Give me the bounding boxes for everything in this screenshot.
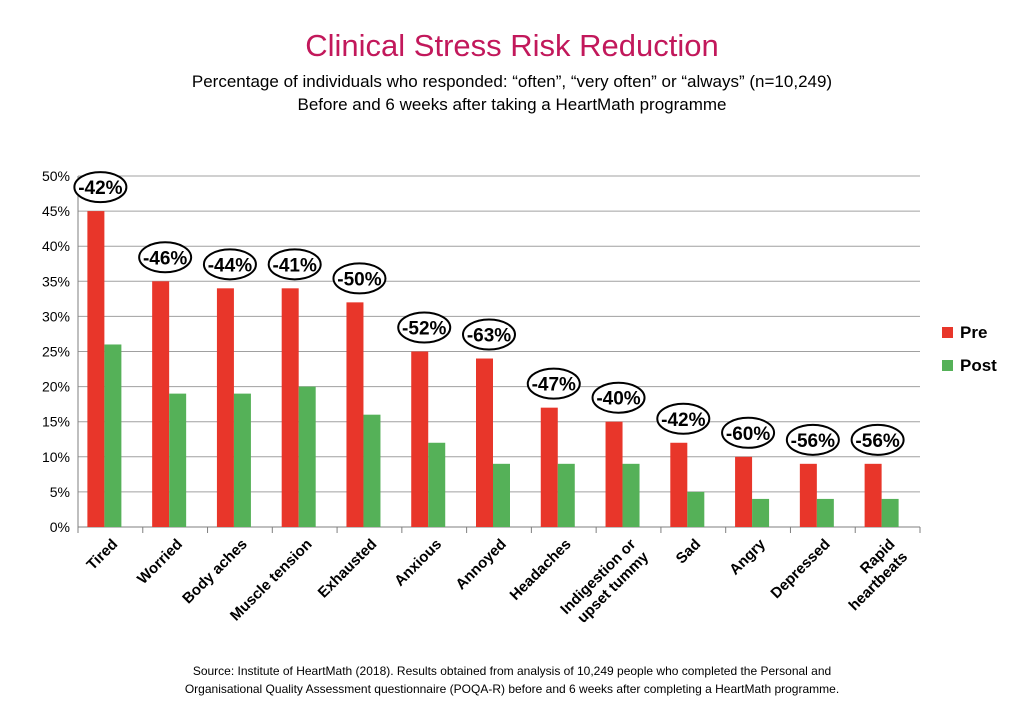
reduction-ellipse (73, 171, 128, 204)
reduction-label: -44% (208, 255, 252, 276)
reduction-ellipse (656, 402, 711, 435)
reduction-label: -63% (467, 326, 511, 347)
bar-post (493, 463, 510, 527)
reduction-label: -56% (855, 431, 899, 452)
reduction-label: -40% (596, 389, 640, 410)
category-label: Annoyed (452, 536, 509, 593)
bar-pre (411, 351, 429, 527)
category-label: Sad (673, 536, 704, 567)
chart-subtitle-line-1: Percentage of individuals who responded:… (191, 72, 833, 91)
bar-pre (281, 288, 299, 527)
reduction-ellipse (462, 318, 516, 351)
category-label-line: Worried (134, 536, 186, 588)
bar-post (104, 344, 122, 527)
category-label: Body aches (179, 536, 251, 608)
reduction-label: -46% (143, 248, 187, 269)
bar-pre (87, 211, 105, 527)
reduction-ellipse (397, 311, 452, 344)
bar-post (816, 498, 834, 527)
bar-pre (540, 407, 558, 527)
bar-post (687, 491, 705, 527)
reduction-ellipse (591, 381, 646, 414)
reduction-ellipse (202, 248, 257, 281)
reduction-label: -42% (661, 410, 705, 431)
category-label-line: Headaches (507, 536, 575, 604)
y-tick-label: 35% (42, 273, 70, 289)
category-label: Exhausted (315, 536, 381, 602)
legend-label-pre: Pre (960, 323, 987, 342)
category-label: Rapidheartbeats (833, 536, 911, 614)
chart-title: Clinical Stress Risk Reduction (305, 28, 719, 63)
category-label: Angry (726, 535, 769, 578)
legend-swatch-post (942, 360, 953, 371)
reduction-label: -60% (726, 424, 770, 445)
category-label: Headaches (507, 536, 575, 604)
bar-pre (605, 421, 623, 527)
y-tick-label: 10% (42, 449, 70, 465)
bar-pre (346, 302, 364, 527)
category-label-line: Exhausted (315, 536, 381, 602)
category-label-line: Sad (673, 536, 704, 567)
bar-pre (735, 456, 753, 527)
reduction-ellipse (332, 262, 387, 295)
source-note-line-2: Organisational Quality Assessment questi… (184, 682, 840, 696)
reduction-label: -41% (273, 255, 317, 276)
chart-subtitle-line-2: Before and 6 weeks after taking a HeartM… (297, 95, 727, 114)
bar-pre (476, 358, 493, 527)
reduction-ellipse (526, 367, 581, 400)
reduction-label: -50% (337, 269, 381, 290)
category-label: Anxious (391, 536, 445, 590)
reduction-ellipse (850, 423, 905, 456)
bar-pre (670, 442, 688, 527)
y-tick-label: 45% (42, 203, 70, 219)
bar-post (428, 442, 446, 527)
bar-post (881, 498, 899, 527)
bar-pre (799, 463, 817, 527)
category-label-line: Anxious (391, 536, 445, 590)
y-tick-label: 30% (42, 308, 70, 324)
legend-label-post: Post (960, 356, 997, 375)
y-tick-label: 0% (50, 519, 70, 535)
category-label-line: Annoyed (452, 536, 509, 593)
category-label-line: Body aches (179, 536, 251, 608)
category-label-line: Tired (83, 536, 121, 574)
y-tick-label: 25% (42, 344, 70, 360)
bar-post (752, 498, 770, 527)
reduction-ellipse (785, 423, 840, 456)
bar-post (169, 393, 187, 527)
category-label: Depressed (767, 536, 833, 602)
bar-pre (216, 288, 234, 527)
bar-post (298, 386, 316, 527)
category-label-line: Angry (726, 535, 769, 578)
category-label: Worried (134, 536, 186, 588)
reduction-ellipse (267, 248, 322, 281)
reduction-label: -47% (532, 375, 576, 396)
y-tick-label: 50% (42, 168, 70, 184)
legend-swatch-pre (942, 327, 953, 338)
y-tick-label: 15% (42, 414, 70, 430)
y-tick-label: 5% (50, 484, 70, 500)
bar-pre (864, 463, 882, 527)
source-note-line-1: Source: Institute of HeartMath (2018). R… (192, 664, 832, 678)
bar-post (622, 463, 640, 527)
reduction-label: -52% (402, 319, 446, 340)
bar-pre (152, 281, 170, 527)
y-tick-label: 40% (42, 238, 70, 254)
reduction-ellipse (721, 416, 776, 449)
category-label: Tired (83, 536, 121, 574)
y-tick-label: 20% (42, 379, 70, 395)
reduction-label: -56% (791, 431, 835, 452)
category-label-line: Depressed (767, 536, 833, 602)
bar-post (233, 393, 251, 527)
reduction-ellipse (138, 241, 193, 274)
bar-post (557, 463, 575, 527)
bar-post (363, 414, 381, 527)
reduction-label: -42% (78, 178, 122, 199)
